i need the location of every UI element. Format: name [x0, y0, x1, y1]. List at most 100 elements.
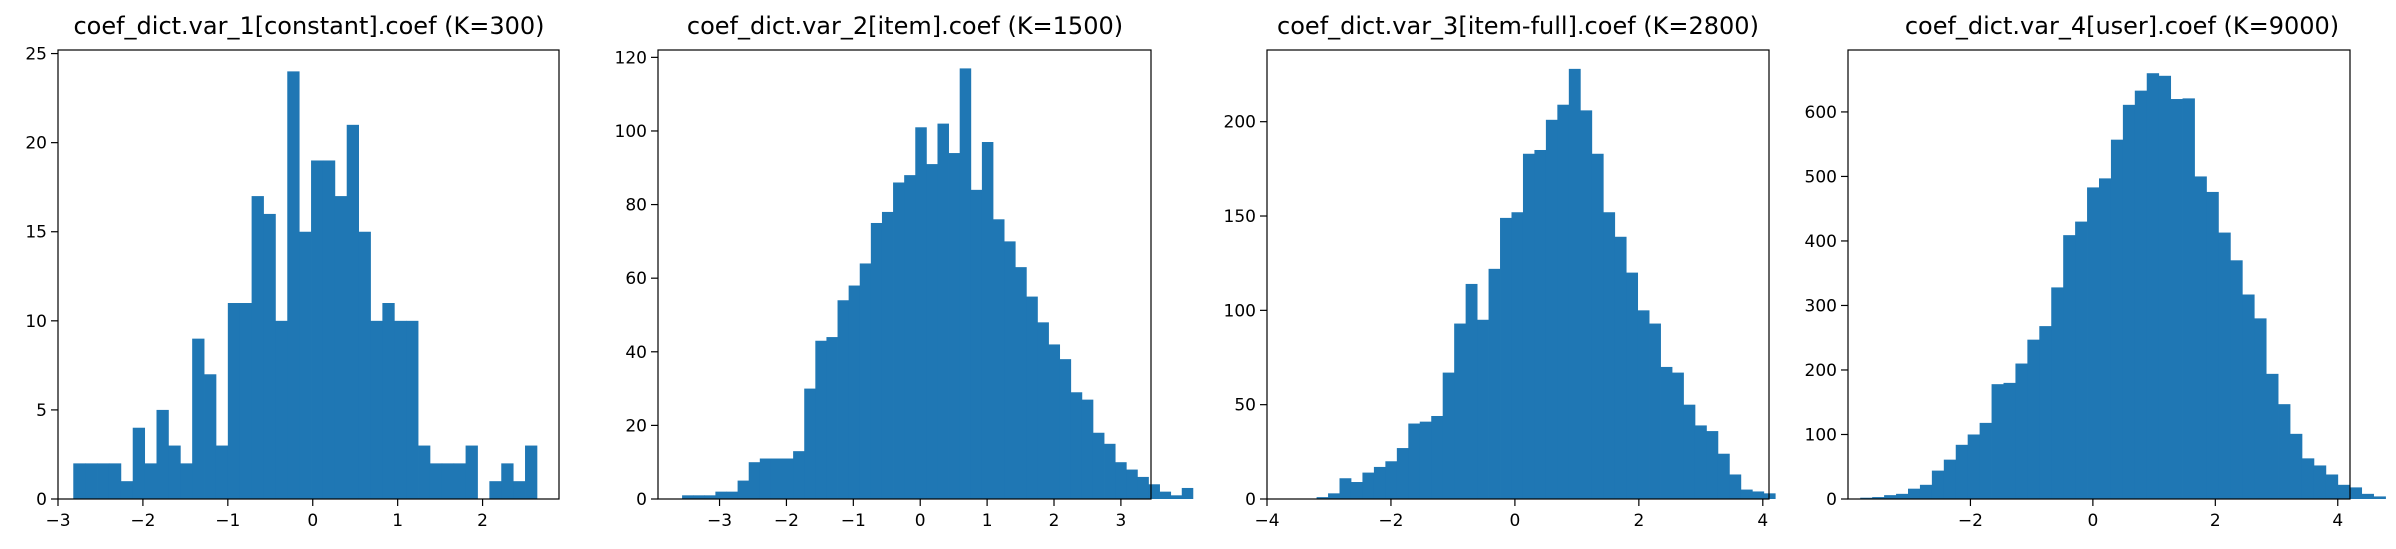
- histogram-bar: [793, 451, 805, 499]
- histogram-bar: [346, 124, 359, 499]
- bars: [1860, 73, 2386, 500]
- histogram-bar: [2278, 404, 2291, 499]
- histogram-bar: [1626, 272, 1639, 499]
- histogram-bar: [1316, 497, 1329, 499]
- x-tick-label: 0: [915, 511, 926, 531]
- histogram-bar: [1104, 443, 1116, 499]
- histogram-bar: [85, 463, 98, 499]
- y-tick-label: 120: [615, 48, 647, 68]
- histogram-bar: [1026, 296, 1038, 499]
- x-tick-label: 2: [1049, 511, 1060, 531]
- axes: −2 0 2 4 0 100 200 300 400 500 600: [1805, 49, 2351, 531]
- x-tick-label: 4: [2332, 511, 2343, 531]
- histogram-bar: [748, 462, 761, 499]
- histogram-bar: [1500, 217, 1512, 499]
- x-tick-label: −2: [1958, 511, 1983, 531]
- histogram-bar: [2087, 187, 2100, 499]
- histogram-bar: [2337, 484, 2351, 499]
- histogram-bar: [1683, 404, 1696, 499]
- x-tick-label: −3: [707, 511, 732, 531]
- y-tick-label: 100: [615, 122, 647, 142]
- histogram-bar: [1004, 241, 1016, 499]
- y-tick-label: 100: [1805, 425, 1837, 445]
- subplot-var-4: coef_dict.var_4[user].coef (K=9000) −2 0 2…: [1805, 12, 2386, 531]
- histogram-bar: [394, 320, 407, 499]
- bars: [73, 71, 538, 500]
- histogram-bar: [465, 445, 478, 499]
- histogram-bar: [881, 211, 894, 499]
- histogram-bar: [770, 458, 783, 499]
- histogram-bar: [1522, 153, 1535, 499]
- histogram-bar: [358, 231, 371, 500]
- histogram-bar: [251, 196, 264, 499]
- histogram-bar: [815, 340, 827, 499]
- y-tick-label: 60: [625, 269, 647, 289]
- histogram-bar: [1908, 488, 1921, 499]
- histogram-bar: [1919, 484, 1933, 499]
- y-tick-label: 40: [625, 343, 647, 363]
- histogram-bar: [1454, 323, 1467, 499]
- histogram-bar: [322, 160, 336, 499]
- histogram-bar: [370, 320, 383, 499]
- histogram-bar: [97, 463, 110, 499]
- histogram-bar: [1339, 478, 1352, 499]
- axes: −4 −2 0 2 4 0 50 100 150 200: [1224, 49, 1770, 531]
- histogram-bar: [108, 463, 122, 499]
- histogram-bar: [726, 491, 738, 499]
- subplot-var-2: coef_dict.var_2[item].coef (K=1500) −3 −2…: [615, 12, 1194, 531]
- histogram-bar: [180, 463, 193, 499]
- histogram-bar: [682, 495, 694, 499]
- histogram-bar: [1557, 104, 1570, 500]
- histogram-bar: [2134, 90, 2148, 499]
- histogram-bar: [2313, 465, 2327, 499]
- x-tick-label: −4: [1254, 511, 1279, 531]
- axes-frame: [657, 49, 1152, 500]
- histogram-bar: [2015, 363, 2028, 499]
- histogram-bar: [2266, 373, 2279, 499]
- y-tick-label: 5: [36, 401, 47, 421]
- histogram-bar: [715, 491, 727, 499]
- y-tick-label: 400: [1805, 232, 1837, 252]
- histogram-bar: [1396, 448, 1409, 499]
- y-tick-label: 20: [625, 416, 647, 436]
- histogram-bar: [2242, 294, 2255, 499]
- histogram-bar: [2039, 326, 2052, 499]
- histogram-bar: [418, 445, 431, 499]
- histogram-bar: [489, 481, 502, 499]
- histogram-bar: [1931, 470, 1945, 499]
- histogram-bar: [1967, 434, 1981, 499]
- histogram-bar: [2182, 98, 2195, 499]
- chart-title: coef_dict.var_3[item-full].coef (K=2800): [1277, 12, 1759, 40]
- histogram-bar: [2146, 73, 2160, 499]
- histogram-bar: [2110, 139, 2124, 500]
- histogram-bar: [1385, 461, 1398, 499]
- histogram-bar: [1603, 212, 1616, 500]
- histogram-bar: [826, 337, 838, 499]
- histogram-bar: [959, 68, 972, 500]
- histogram-bar: [1637, 310, 1650, 499]
- y-tick-label: 20: [25, 134, 47, 154]
- histogram-bar: [1872, 497, 1885, 499]
- y-tick-label: 80: [625, 196, 647, 216]
- histogram-bar: [287, 71, 300, 499]
- histogram-bar: [1465, 283, 1478, 499]
- histogram-bar: [1660, 366, 1673, 499]
- histogram-bar: [1328, 493, 1340, 499]
- histogram-bar: [227, 303, 241, 499]
- histogram-bar: [263, 213, 276, 500]
- histogram-bar: [275, 320, 288, 499]
- axes-frame: [1266, 49, 1770, 500]
- histogram-bar: [904, 175, 916, 499]
- histogram-bar: [334, 196, 348, 499]
- y-tick-label: 15: [25, 223, 47, 243]
- histogram-bar: [1979, 422, 1992, 499]
- histogram-bar: [1534, 149, 1547, 500]
- histogram-bar: [2230, 260, 2243, 499]
- histogram-bar: [993, 219, 1005, 500]
- histogram-bar: [204, 374, 217, 499]
- x-tick-label: −1: [215, 511, 240, 531]
- histogram-bar: [948, 153, 961, 500]
- histogram-bar: [2349, 487, 2363, 499]
- subplot-var-3: coef_dict.var_3[item-full].coef (K=2800)…: [1224, 12, 1776, 531]
- histogram-bar: [1048, 344, 1061, 499]
